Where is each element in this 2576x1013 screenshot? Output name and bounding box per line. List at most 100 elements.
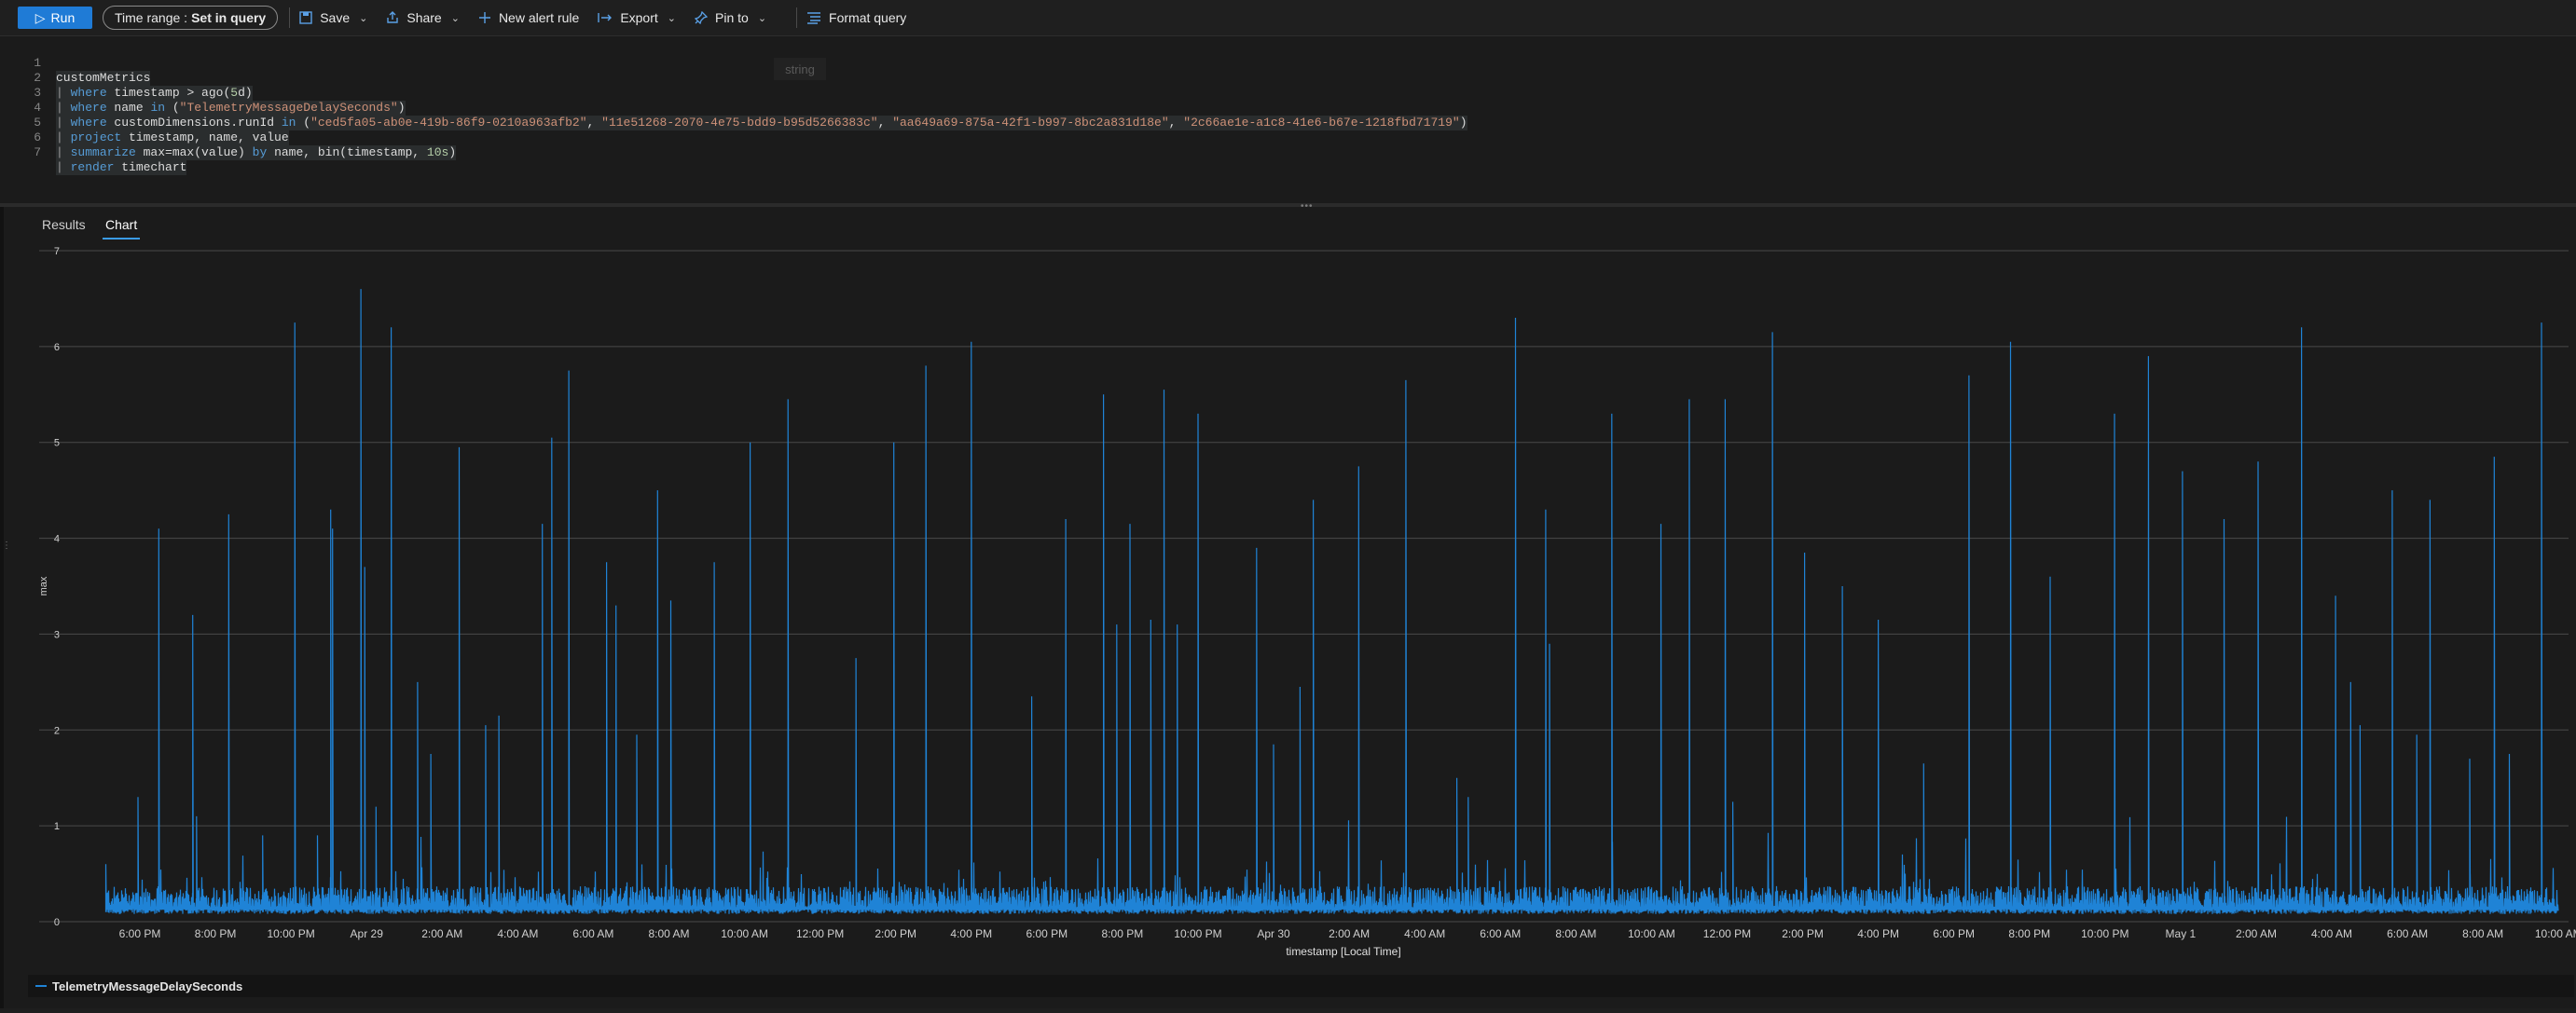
run-button[interactable]: ▷ Run (18, 7, 92, 29)
export-label: Export (620, 10, 658, 25)
legend-swatch (35, 985, 47, 987)
time-range-picker[interactable]: Time range : Set in query (103, 6, 279, 30)
pin-to-button[interactable]: Pin to ⌄ (695, 10, 766, 25)
x-tick-label: 6:00 AM (2387, 927, 2428, 940)
plus-icon (478, 12, 490, 23)
editor-line: 7 | render timechart (0, 130, 187, 175)
side-grip-icon[interactable]: ⋮ (2, 541, 11, 551)
pin-icon (695, 11, 708, 24)
x-tick-label: 8:00 AM (1555, 927, 1596, 940)
tab-chart[interactable]: Chart (103, 217, 141, 240)
bottom-strip (0, 1008, 2576, 1013)
x-tick-label: May 1 (2166, 927, 2197, 940)
x-tick-label: 4:00 AM (2311, 927, 2352, 940)
pin-label: Pin to (715, 10, 749, 25)
x-tick-label: 8:00 AM (2462, 927, 2503, 940)
x-tick-label: 10:00 AM (2535, 927, 2576, 940)
line-text: | project timestamp, name, value (56, 130, 289, 145)
line-text: | render timechart (56, 160, 187, 175)
y-tick-label: 2 (54, 725, 60, 736)
series-line (104, 289, 2559, 915)
x-tick-label: 6:00 PM (119, 927, 161, 940)
splitter-grip-icon[interactable]: ••• (1301, 201, 1314, 212)
line-number: 7 (34, 145, 41, 159)
query-toolbar: ▷ Run Time range : Set in query Save ⌄ S… (0, 0, 2576, 36)
line-text: | summarize max=max(value) by name, bin(… (56, 145, 457, 160)
x-tick-label: 4:00 PM (1857, 927, 1899, 940)
x-tick-label: 10:00 PM (1174, 927, 1221, 940)
line-text: | where customDimensions.runId in ("ced5… (56, 116, 1467, 130)
left-edge (0, 0, 4, 1013)
x-tick-label: 2:00 AM (421, 927, 462, 940)
editor-line: 4 | where customDimensions.runId in ("ce… (0, 86, 1467, 130)
y-tick-label: 5 (54, 438, 60, 449)
format-query-button[interactable]: Format query (806, 10, 906, 25)
save-icon (299, 11, 312, 24)
line-number: 6 (34, 130, 41, 144)
tab-results[interactable]: Results (42, 217, 86, 232)
x-tick-label: 10:00 AM (1628, 927, 1675, 940)
format-icon (807, 12, 821, 24)
legend-item[interactable]: TelemetryMessageDelaySeconds (52, 979, 243, 993)
x-tick-label: 6:00 PM (1933, 927, 1975, 940)
x-tick-label: 8:00 PM (1102, 927, 1144, 940)
line-number: 4 (34, 101, 41, 115)
time-range-value: Set in query (191, 10, 267, 25)
format-label: Format query (829, 10, 907, 25)
export-icon (598, 13, 613, 22)
line-text: customMetrics (56, 71, 151, 86)
x-tick-label: 10:00 PM (2081, 927, 2128, 940)
save-button[interactable]: Save ⌄ (299, 10, 367, 25)
x-tick-label: 4:00 PM (950, 927, 992, 940)
chevron-down-icon: ⌄ (450, 12, 460, 24)
y-axis-label: max (38, 576, 49, 595)
time-range-label: Time range : (115, 10, 188, 25)
line-number: 3 (34, 86, 41, 100)
x-tick-label: 6:00 PM (1026, 927, 1068, 940)
save-label: Save (320, 10, 351, 25)
x-tick-label: 4:00 AM (1404, 927, 1445, 940)
new-alert-rule-button[interactable]: New alert rule (478, 10, 579, 25)
line-text: | where name in ("TelemetryMessageDelayS… (56, 101, 406, 116)
y-tick-label: 0 (54, 917, 60, 928)
x-axis-label: timestamp [Local Time] (1286, 945, 1400, 958)
x-tick-label: 12:00 PM (796, 927, 844, 940)
chevron-down-icon: ⌄ (359, 12, 368, 24)
run-label: Run (50, 10, 76, 25)
line-number: 1 (34, 56, 41, 70)
chart-panel: 0 1 2 3 4 5 6 7 max 6:00 PM 8:00 PM 10:00 PM Apr 29 2… (0, 238, 2576, 974)
chevron-down-icon: ⌄ (757, 12, 767, 24)
editor-line: 5 | project timestamp, name, value (0, 101, 289, 145)
x-tick-label: 4:00 AM (497, 927, 538, 940)
chart-legend: TelemetryMessageDelaySeconds (28, 975, 2574, 997)
x-tick-label: 2:00 PM (1782, 927, 1824, 940)
share-label: Share (406, 10, 442, 25)
line-text: | where timestamp > ago(5d) (56, 86, 253, 101)
x-tick-label: 6:00 AM (572, 927, 613, 940)
query-editor[interactable]: 1 customMetrics 2 | where timestamp > ag… (0, 36, 2576, 204)
x-tick-label: 2:00 AM (1329, 927, 1370, 940)
export-button[interactable]: Export ⌄ (598, 10, 676, 25)
y-tick-label: 1 (54, 821, 60, 832)
toolbar-divider (796, 7, 798, 28)
x-tick-label: 10:00 AM (721, 927, 768, 940)
x-tick-label: 10:00 PM (267, 927, 314, 940)
x-tick-label: 8:00 AM (648, 927, 689, 940)
x-tick-label: 12:00 PM (1703, 927, 1751, 940)
result-tabs: Results Chart (0, 214, 2576, 242)
timechart[interactable]: 0 1 2 3 4 5 6 7 max 6:00 PM 8:00 PM 10:00 PM Apr 29 2… (0, 238, 2576, 974)
toolbar-divider (289, 7, 291, 28)
share-icon (387, 11, 399, 23)
x-tick-label: 6:00 AM (1480, 927, 1521, 940)
editor-line: 2 | where timestamp > ago(5d) (0, 56, 253, 101)
x-tick-label: 8:00 PM (195, 927, 237, 940)
y-tick-label: 6 (54, 342, 60, 353)
new-alert-label: New alert rule (498, 10, 580, 25)
x-tick-label: 8:00 PM (2008, 927, 2050, 940)
editor-line: 1 customMetrics (0, 41, 151, 86)
editor-line: 6 | summarize max=max(value) by name, bi… (0, 116, 457, 160)
pane-splitter[interactable] (0, 203, 2576, 207)
x-tick-label: 2:00 PM (875, 927, 916, 940)
share-button[interactable]: Share ⌄ (386, 10, 460, 25)
play-icon: ▷ (34, 9, 46, 25)
